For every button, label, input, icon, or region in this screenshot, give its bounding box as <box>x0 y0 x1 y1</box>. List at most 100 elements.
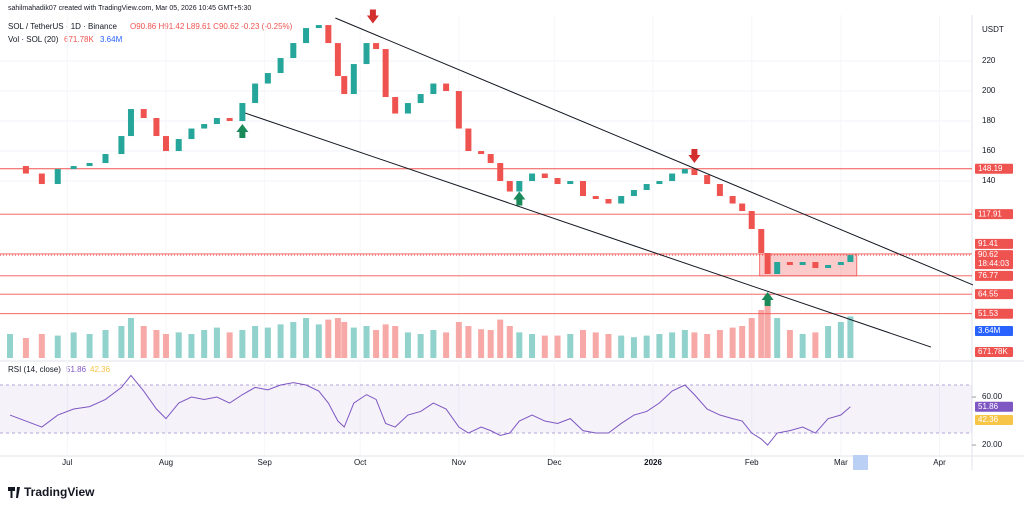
rsi-ma-label: 42.36 <box>978 415 999 424</box>
volume-bar <box>86 334 93 358</box>
ohlc: O90.86 H91.42 L89.61 C90.62 -0.23 (-0.25… <box>130 22 293 31</box>
volume-bar <box>669 332 676 358</box>
y-tick-label: 180 <box>982 116 996 125</box>
candle <box>325 25 332 44</box>
candle <box>102 154 109 164</box>
candle <box>837 262 844 266</box>
volume-bar <box>70 332 77 358</box>
volume-bar <box>430 330 437 358</box>
y-tick-label: 160 <box>982 146 996 155</box>
volume-bar <box>497 319 504 358</box>
x-tick-label: Sep <box>258 458 273 467</box>
volume-bar <box>315 324 322 358</box>
candle <box>605 199 612 204</box>
volume-bar <box>140 326 147 358</box>
volume-bar <box>516 332 523 358</box>
x-tick-label: 2026 <box>644 458 662 467</box>
level-label: 91.41 <box>978 239 999 248</box>
x-tick-label: Apr <box>933 458 946 467</box>
candle <box>118 136 125 155</box>
volume-bar <box>392 326 399 358</box>
candle <box>382 49 389 98</box>
rsi-last-label-box <box>975 401 1013 412</box>
y-tick-label: 200 <box>982 86 996 95</box>
level-label-box <box>975 209 1013 220</box>
candle <box>70 166 77 170</box>
candle <box>303 28 310 44</box>
candle <box>567 181 574 185</box>
level-label: 148.19 <box>978 164 1003 173</box>
rsi-tick-label: 60.00 <box>982 392 1003 401</box>
volume-bar <box>7 334 13 358</box>
trendline <box>335 17 974 286</box>
volume-bar <box>567 334 574 358</box>
volume-bar <box>417 334 424 358</box>
rsi-tick-label: 20.00 <box>982 440 1003 449</box>
volume-bar <box>404 332 411 358</box>
volume-bar <box>691 332 698 358</box>
candle <box>554 178 561 185</box>
x-tick-label: Oct <box>354 458 367 467</box>
volume-bar <box>38 334 45 358</box>
candle <box>404 103 411 114</box>
volume-bar <box>102 330 109 358</box>
volume-bar <box>350 327 357 358</box>
candle <box>465 128 472 152</box>
candle <box>54 169 61 185</box>
volume-bar <box>656 334 663 358</box>
candle <box>264 73 271 84</box>
volume-bar <box>729 327 736 358</box>
volume-bar <box>252 326 259 358</box>
date-marker <box>853 455 868 470</box>
volume-ma-label-box <box>975 326 1013 336</box>
level-label-box <box>975 308 1013 319</box>
candle <box>669 173 676 182</box>
level-label: 76.77 <box>978 271 999 280</box>
volume-bar <box>847 316 854 358</box>
volume-bar <box>681 330 688 358</box>
volume-last-label: 671.78K <box>978 347 1008 356</box>
volume-bar <box>758 310 765 358</box>
volume-bar <box>716 330 723 358</box>
volume-bar <box>605 334 612 358</box>
volume-bar <box>373 330 380 358</box>
candle <box>748 211 755 230</box>
volume-ma: 3.64M <box>100 35 123 44</box>
volume-bar <box>487 330 494 358</box>
candle <box>681 169 688 174</box>
candle <box>825 265 832 269</box>
brand-logo: TradingView <box>8 485 95 499</box>
candle <box>774 262 781 275</box>
volume-bar <box>226 332 233 358</box>
volume-bar <box>22 338 29 358</box>
candle <box>529 173 536 182</box>
x-tick-label: Feb <box>745 458 759 467</box>
level-label: 64.55 <box>978 289 999 298</box>
candle <box>175 139 182 152</box>
volume-bar <box>118 326 125 358</box>
volume-bar <box>799 334 806 358</box>
volume-bar <box>213 327 220 358</box>
x-tick-label: Jul <box>62 458 72 467</box>
candle <box>643 184 650 191</box>
volume-bar <box>153 330 160 358</box>
volume-bar <box>264 327 271 358</box>
volume-bar <box>554 335 561 358</box>
candle <box>86 163 93 167</box>
candle <box>290 43 297 59</box>
candle <box>417 94 424 104</box>
volume-bar <box>618 335 625 358</box>
candle <box>363 43 370 65</box>
candle <box>350 64 357 95</box>
candle <box>487 154 494 164</box>
candle <box>252 83 259 104</box>
rsi-band <box>0 385 972 434</box>
candle <box>847 255 854 263</box>
volume-bar <box>529 334 536 358</box>
volume-bar <box>334 318 341 358</box>
candle <box>691 169 698 176</box>
brand: TradingView <box>24 485 95 499</box>
volume-bar <box>478 329 485 358</box>
level-label-box <box>975 163 1013 174</box>
y-tick-label: 220 <box>982 56 996 65</box>
